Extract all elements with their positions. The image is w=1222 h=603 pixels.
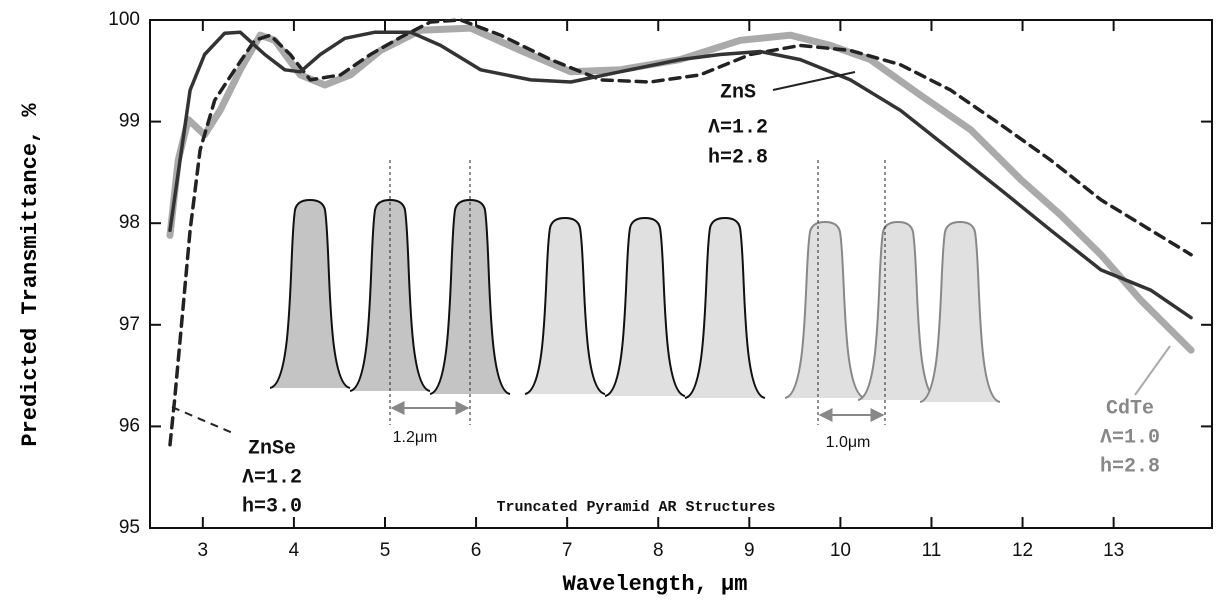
y-tick-label: 100 <box>108 9 140 30</box>
pyramid <box>920 222 1000 402</box>
y-tick-label: 95 <box>119 517 140 538</box>
pyramid-outline <box>429 198 511 395</box>
x-axis-label: Wavelength, μm <box>563 572 748 597</box>
series-annotation: CdTe <box>1106 397 1154 420</box>
leader-line <box>171 406 236 435</box>
pyramid-illustration: 1.2μm 1.0μm <box>269 160 1001 451</box>
series-annotation: ZnS <box>720 81 756 104</box>
y-tick-label: 97 <box>119 314 140 335</box>
pyramid-outline <box>919 220 1001 403</box>
period-label: 1.0μm <box>826 434 871 451</box>
pyramid <box>270 200 350 388</box>
series-line <box>166 24 1195 354</box>
structures-label: Truncated Pyramid AR Structures <box>496 499 775 516</box>
x-tick-label: 9 <box>744 540 755 561</box>
pyramid <box>785 222 865 398</box>
pyramid-outline <box>524 216 606 395</box>
x-tick-label: 7 <box>562 540 573 561</box>
y-tick-label: 98 <box>119 212 140 233</box>
pyramid-outline <box>269 198 351 389</box>
pyramid-outline <box>604 216 686 397</box>
pyramid <box>858 222 938 400</box>
series-annotation: Λ=1.0 <box>1100 426 1160 449</box>
y-tick-label: 96 <box>119 415 140 436</box>
pyramid <box>350 200 430 391</box>
x-tick-label: 6 <box>471 540 482 561</box>
series-annotation: h=2.8 <box>1100 455 1160 478</box>
series-annotation: h=2.8 <box>708 146 768 169</box>
series-line <box>168 30 1193 320</box>
x-tick-label: 11 <box>922 540 942 561</box>
pyramid <box>430 200 510 394</box>
x-tick-label: 5 <box>380 540 391 561</box>
period-label: 1.2μm <box>393 429 438 446</box>
series-annotation: ZnSe <box>248 437 296 460</box>
x-tick-label: 13 <box>1103 540 1124 561</box>
leader-line <box>772 71 856 91</box>
x-tick-label: 12 <box>1012 540 1033 561</box>
leader-line <box>1134 345 1171 396</box>
pyramid-outline <box>684 216 766 399</box>
x-tick-label: 3 <box>198 540 209 561</box>
pyramid-outline <box>784 220 866 399</box>
pyramid <box>685 218 765 398</box>
series-annotation: Λ=1.2 <box>708 116 768 139</box>
pyramid <box>525 218 605 394</box>
pyramid-outline <box>857 220 939 401</box>
plot-frame <box>149 19 1213 529</box>
y-axis-label: Predicted Transmittance, % <box>18 103 43 447</box>
pyramid-outline <box>349 198 431 392</box>
pyramid <box>605 218 685 396</box>
series-annotation: Λ=1.2 <box>242 466 302 489</box>
x-tick-label: 8 <box>653 540 664 561</box>
x-tick-label: 4 <box>289 540 300 561</box>
series-line <box>168 18 1193 447</box>
series-annotation: h=3.0 <box>242 495 302 518</box>
y-tick-label: 99 <box>119 111 140 132</box>
x-tick-label: 10 <box>830 540 851 561</box>
